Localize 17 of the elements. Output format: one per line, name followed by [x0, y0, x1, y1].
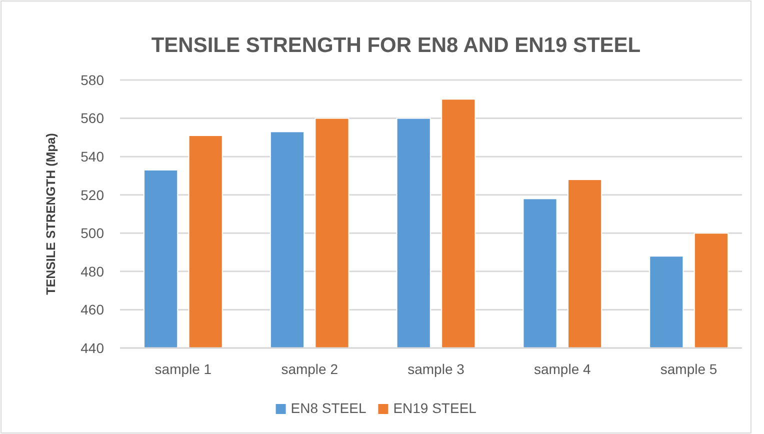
- legend-label: EN19 STEEL: [393, 400, 477, 416]
- y-axis-title: TENSILE STRENGTH (Mpa): [44, 133, 58, 295]
- y-tick-label: 520: [80, 186, 104, 203]
- x-tick-label: sample 4: [534, 361, 592, 377]
- y-tick-label: 500: [80, 225, 104, 242]
- x-tick-label: sample 3: [408, 361, 465, 377]
- y-tick-label: 440: [80, 340, 104, 356]
- y-tick-label: 460: [80, 302, 104, 318]
- chart-title: TENSILE STRENGTH FOR EN8 AND EN19 STEEL: [151, 34, 641, 57]
- x-tick-label: sample 5: [660, 361, 718, 377]
- x-tick-label: sample 1: [154, 361, 212, 377]
- y-tick-label: 560: [80, 110, 104, 126]
- legend-label: EN8 STEEL: [290, 400, 366, 416]
- x-tick-label: sample 2: [281, 361, 338, 377]
- y-tick-label: 480: [80, 263, 104, 280]
- y-tick-label: 540: [80, 148, 104, 164]
- y-tick-label: 580: [80, 72, 104, 88]
